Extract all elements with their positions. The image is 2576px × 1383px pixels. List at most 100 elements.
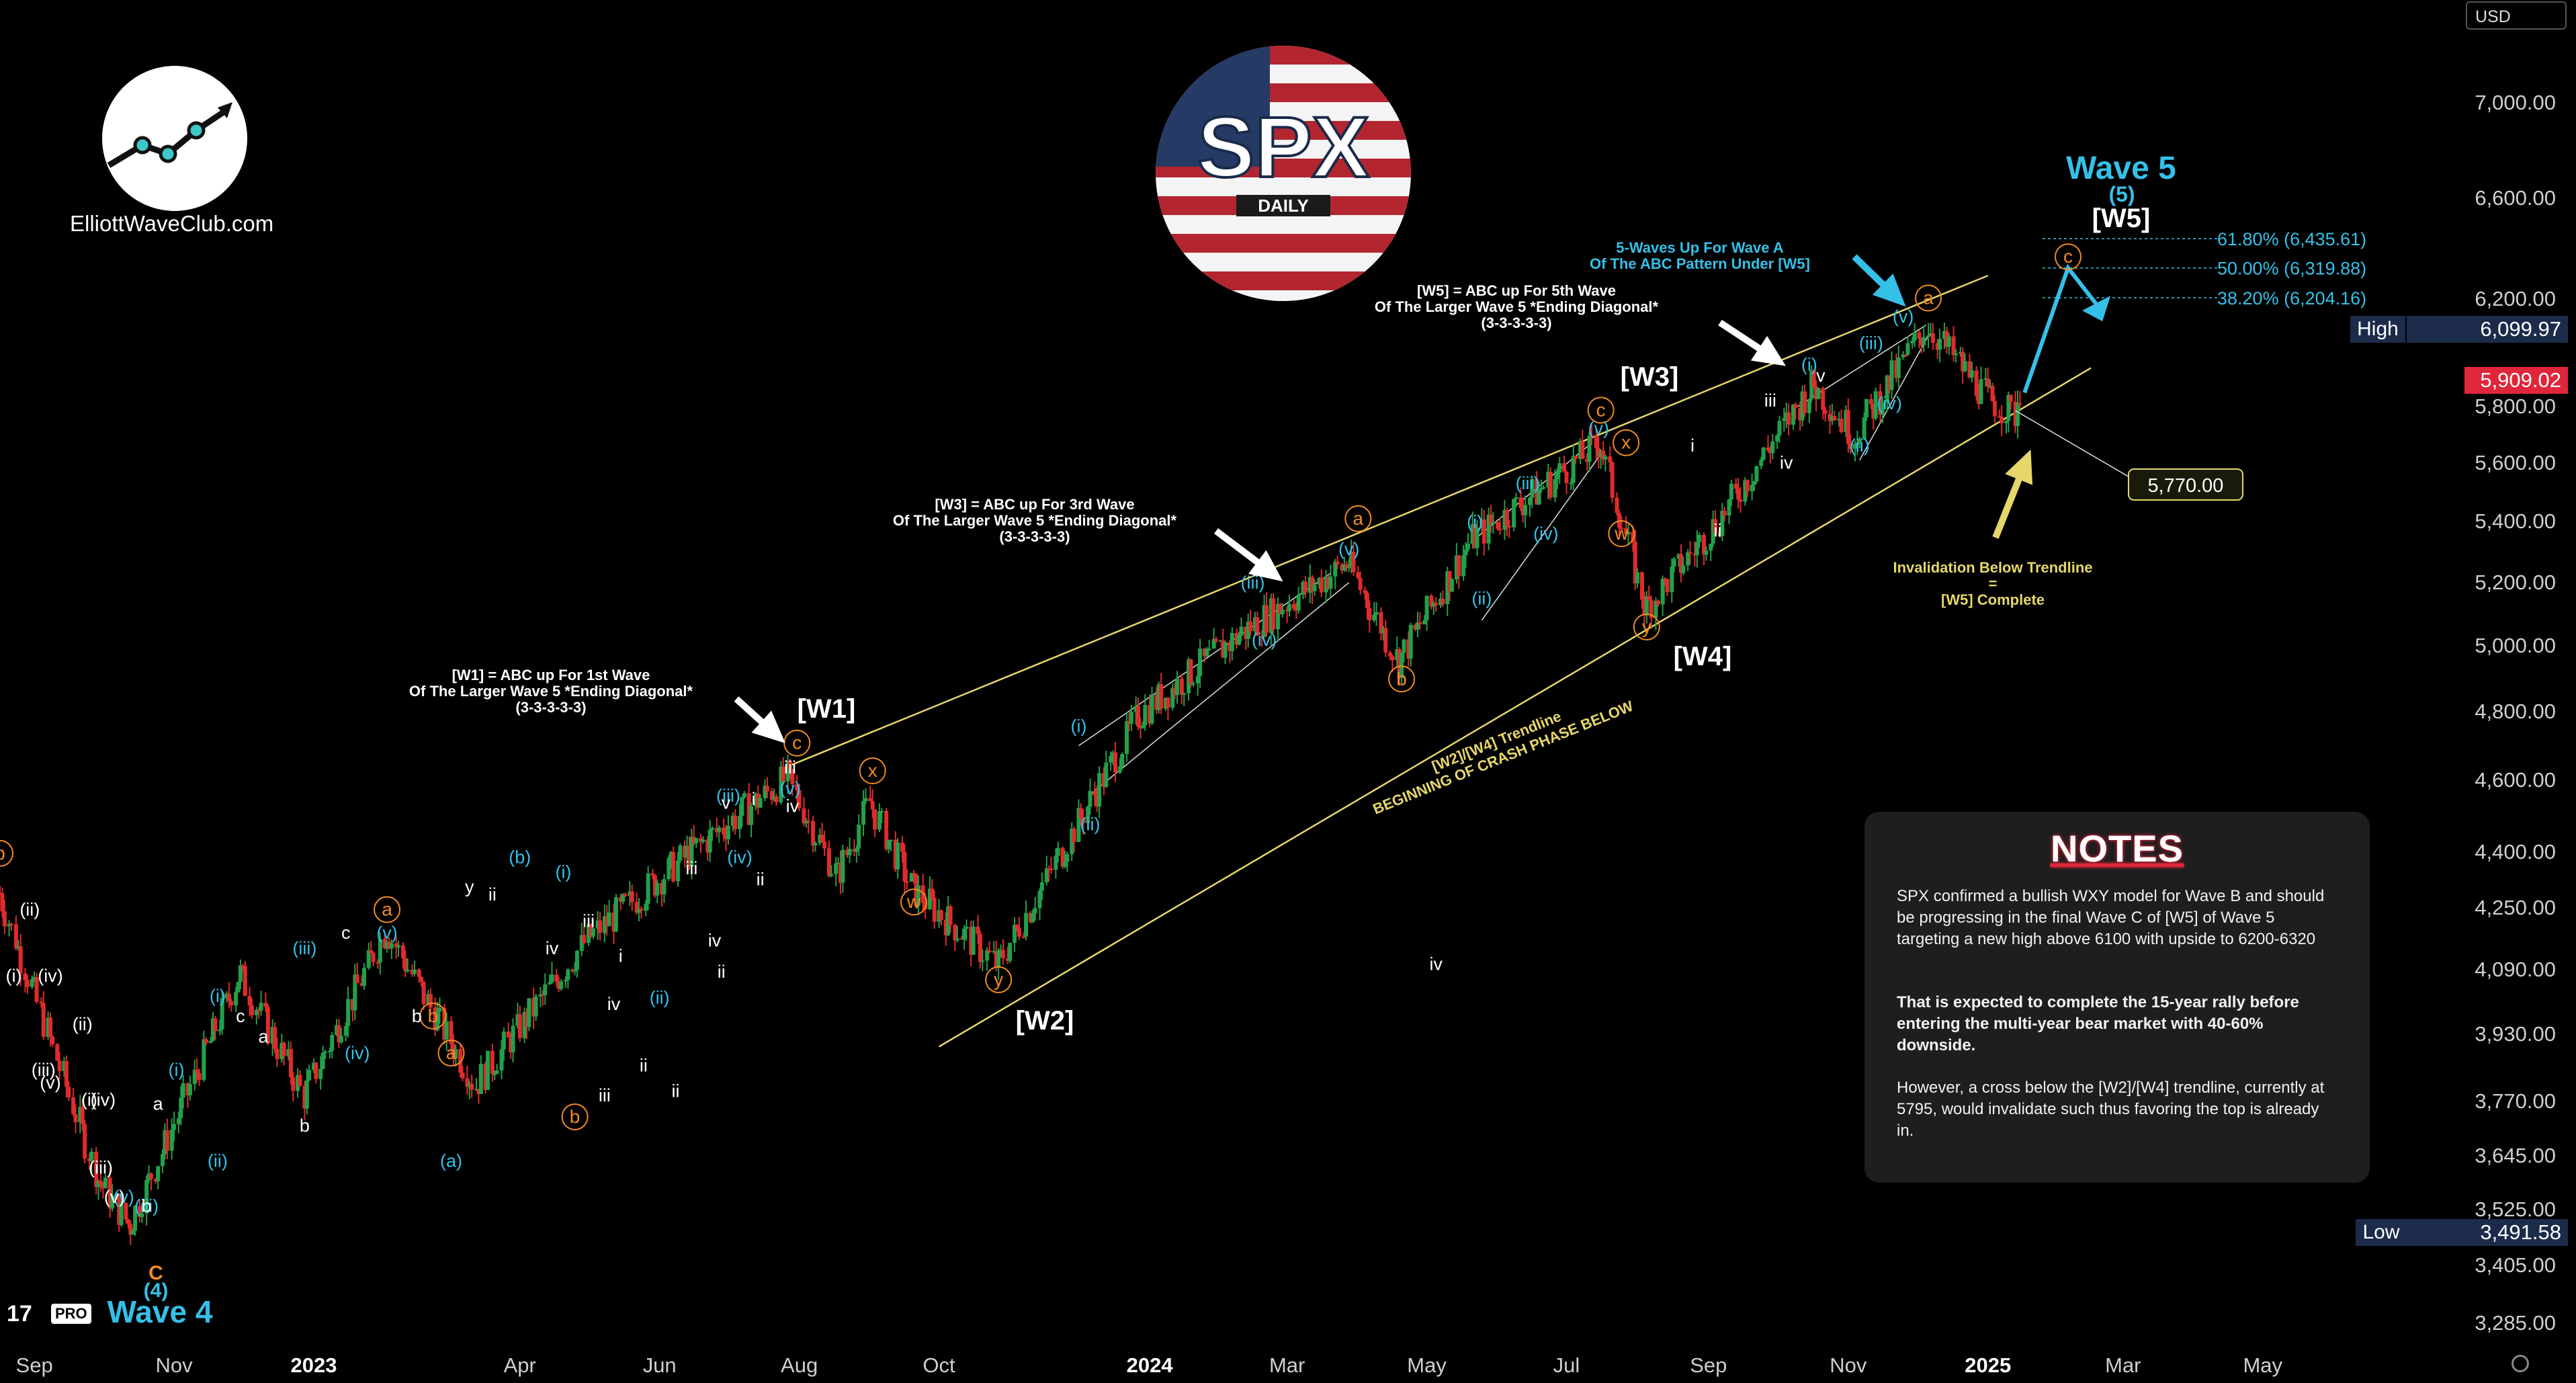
- candle-body: [652, 875, 657, 896]
- candle-body: [634, 902, 639, 913]
- candle-body: [1889, 360, 1894, 390]
- candle-body: [724, 835, 728, 839]
- candle-body: [1574, 456, 1578, 459]
- candle-body: [1507, 526, 1512, 528]
- price-axis-label: 6,200.00: [2475, 286, 2556, 310]
- projection-arrowhead: [2082, 296, 2111, 322]
- w1-note: [W1] = ABC up For 1st Wave: [452, 667, 650, 683]
- currency-selector[interactable]: USD: [2466, 1, 2567, 30]
- price-axis-label: 4,090.00: [2475, 958, 2556, 982]
- candle-body: [1961, 351, 1965, 372]
- price-axis-label: 5,000.00: [2475, 634, 2556, 658]
- candle-body: [1759, 460, 1764, 466]
- wave-label: iii: [685, 858, 697, 878]
- wave-label: a: [382, 899, 392, 920]
- candle-body: [1656, 600, 1660, 605]
- candle-body: [2006, 394, 2011, 421]
- wave-label: w: [1614, 523, 1629, 544]
- candle-body: [96, 1180, 101, 1187]
- candle-body: [1166, 698, 1170, 708]
- candle-body: [1839, 419, 1844, 432]
- candle-body: [355, 974, 359, 983]
- candle-body: [220, 998, 224, 1030]
- candle-body: [46, 1017, 50, 1038]
- wave-label: (a): [440, 1150, 462, 1171]
- candle-body: [646, 873, 650, 904]
- candle-body: [1154, 694, 1159, 710]
- candle-body: [1512, 499, 1516, 528]
- candle-body: [687, 845, 692, 867]
- candle-body: [119, 1203, 124, 1225]
- wave-label: (ii): [650, 988, 670, 1008]
- candle-body: [1896, 357, 1901, 378]
- w3-note: (3-3-3-3-3): [999, 528, 1070, 545]
- wave-label: iii: [1764, 390, 1776, 411]
- candle-body: [275, 1048, 280, 1060]
- wave-label: ii: [640, 1056, 648, 1076]
- candle-body: [955, 938, 959, 941]
- candle-body: [1195, 676, 1200, 683]
- candle-body: [1830, 416, 1834, 421]
- candle-body: [1571, 456, 1576, 483]
- candle-body: [1319, 578, 1324, 593]
- candle-body: [1722, 511, 1727, 516]
- candle-body: [1938, 339, 1942, 350]
- candle-body: [543, 984, 548, 995]
- candle-body: [589, 924, 593, 937]
- candle-body: [236, 982, 241, 993]
- candle-body: [1017, 927, 1021, 937]
- candle-body: [1379, 612, 1383, 634]
- candle-body: [595, 920, 600, 929]
- candle-body: [1702, 535, 1707, 555]
- wave-label: b: [570, 1106, 581, 1127]
- invalidation-arrow-head: [2005, 449, 2033, 485]
- candle-body: [1862, 417, 1866, 439]
- candle-body: [288, 1049, 293, 1078]
- candle-body: [101, 1183, 105, 1189]
- candle-body: [841, 849, 845, 883]
- candle-body: [726, 825, 730, 839]
- w3-label: [W3]: [1621, 362, 1679, 392]
- candle-body: [1033, 908, 1037, 914]
- w3-note: Of The Larger Wave 5 *Ending Diagonal*: [893, 512, 1177, 529]
- candle-body: [639, 909, 644, 911]
- candle-body: [749, 806, 754, 825]
- candle-body: [163, 1130, 167, 1155]
- candle-body: [98, 1180, 103, 1184]
- wave-label: c: [1596, 399, 1606, 420]
- candle-body: [1736, 489, 1741, 500]
- candle-body: [579, 935, 584, 951]
- wave-label: (iii): [1516, 473, 1540, 493]
- wave-label: (v): [1893, 306, 1914, 327]
- candle-body: [148, 1173, 153, 1179]
- candle-body: [1520, 507, 1525, 515]
- candle-body: [1351, 552, 1356, 573]
- candle-body: [437, 1007, 442, 1012]
- candle-body: [868, 798, 873, 802]
- candle-body: [689, 837, 694, 867]
- candle-body: [247, 996, 252, 1006]
- candle-body: [683, 845, 687, 858]
- candle-body: [1408, 624, 1413, 659]
- candle-body: [806, 821, 811, 823]
- settings-gear-icon[interactable]: [2511, 1355, 2529, 1372]
- candle-body: [1189, 659, 1193, 685]
- candle-body: [637, 909, 642, 913]
- candle-body: [785, 760, 790, 782]
- candle-body: [41, 1003, 46, 1038]
- candle-body: [1846, 410, 1850, 444]
- candle-body: [1985, 378, 1990, 387]
- candle-body: [1465, 544, 1470, 550]
- candle-body: [83, 1124, 87, 1159]
- wave-label: (v): [113, 1187, 134, 1207]
- wave-label: iii: [599, 1085, 611, 1105]
- candle-body: [1156, 684, 1161, 710]
- candle-body: [140, 1213, 144, 1218]
- candle-body: [130, 1230, 135, 1235]
- candle-body: [71, 1097, 76, 1115]
- wave-label: i: [619, 946, 623, 966]
- candle-body: [1979, 379, 1983, 404]
- candle-body: [834, 863, 839, 874]
